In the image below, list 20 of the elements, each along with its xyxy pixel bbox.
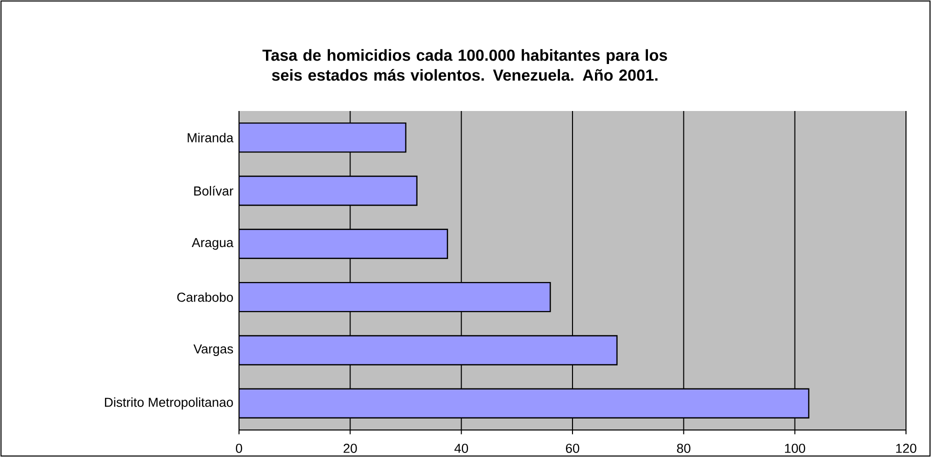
x-tick-label: 20: [344, 444, 357, 453]
y-tick-label: Bolívar: [194, 186, 234, 196]
x-tick-label: 100: [785, 444, 806, 453]
y-tick-label: Carabobo: [177, 292, 233, 302]
bar: [239, 282, 551, 312]
y-tick-label: Vargas: [193, 344, 234, 356]
bar: [239, 228, 448, 260]
x-tick-label: 120: [896, 444, 916, 453]
bar: [239, 122, 406, 153]
x-tick-label: 40: [454, 444, 468, 453]
chart-title: Tasa de homicidios cada 100.000 habitantes para los seis estados más violentos. Venezuela. Año 2001.: [262, 49, 668, 81]
x-tick-label: 60: [566, 444, 580, 453]
y-tick-label: Miranda: [188, 132, 234, 142]
bar: [239, 335, 618, 366]
bar: [239, 176, 418, 206]
x-tick-label: 80: [677, 444, 690, 453]
x-tick-label: 0: [236, 444, 242, 453]
y-tick-label: Distrito Metropolitanao: [104, 397, 233, 410]
bar: [239, 388, 810, 419]
y-tick-label: Aragua: [192, 238, 234, 250]
